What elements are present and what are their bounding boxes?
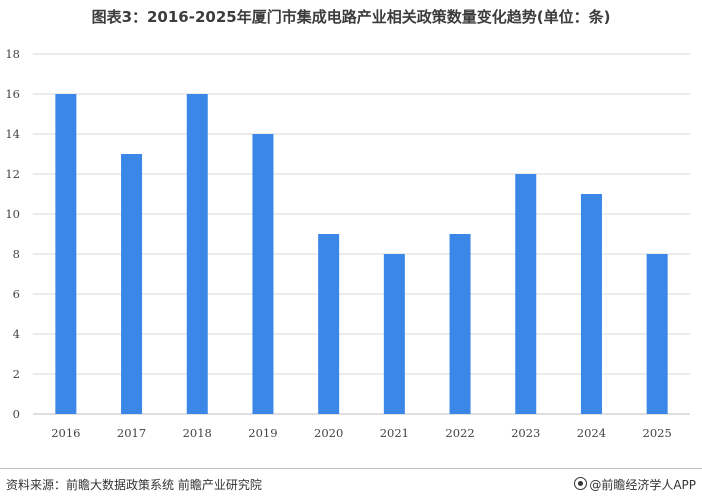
y-tick-label: 8 (13, 247, 20, 261)
bar (449, 234, 471, 414)
x-tick-label: 2025 (643, 426, 672, 440)
x-tick-label: 2018 (183, 426, 212, 440)
bar (55, 94, 77, 414)
y-tick-label: 16 (5, 87, 20, 101)
chart-title: 图表3：2016-2025年厦门市集成电路产业相关政策数量变化趋势(单位：条) (91, 8, 611, 26)
y-tick-label: 12 (5, 167, 20, 181)
bar (580, 194, 602, 414)
brand-label: @前瞻经济学人APP (574, 476, 696, 493)
y-tick-label: 4 (13, 327, 20, 341)
x-tick-label: 2023 (511, 426, 540, 440)
x-tick-label: 2022 (445, 426, 474, 440)
y-tick-label: 0 (13, 407, 20, 421)
source-note: 资料来源：前瞻大数据政策系统 前瞻产业研究院 (6, 478, 262, 492)
bar (646, 254, 668, 414)
bar (515, 174, 537, 414)
brand-logo-icon (574, 477, 588, 490)
bar (186, 94, 208, 414)
y-tick-label: 18 (5, 47, 20, 61)
y-tick-label: 2 (13, 367, 20, 381)
y-tick-label: 6 (13, 287, 20, 301)
x-tick-label: 2020 (314, 426, 343, 440)
x-tick-label: 2021 (380, 426, 409, 440)
brand-text: @前瞻经济学人APP (589, 478, 696, 492)
x-tick-label: 2019 (248, 426, 277, 440)
bar (252, 134, 274, 414)
bar (383, 254, 405, 414)
y-tick-label: 10 (5, 207, 20, 221)
bar (318, 234, 340, 414)
bar-chart: 0 2 4 6 8 10 12 14 16 18 2016 2017 2018 2019 2020 2021 2… (5, 47, 690, 440)
x-tick-label: 2017 (117, 426, 146, 440)
y-tick-label: 14 (5, 127, 20, 141)
bar (121, 154, 143, 414)
x-tick-label: 2024 (577, 426, 606, 440)
footer: 资料来源：前瞻大数据政策系统 前瞻产业研究院 @前瞻经济学人APP (0, 468, 702, 499)
x-tick-label: 2016 (51, 426, 80, 440)
